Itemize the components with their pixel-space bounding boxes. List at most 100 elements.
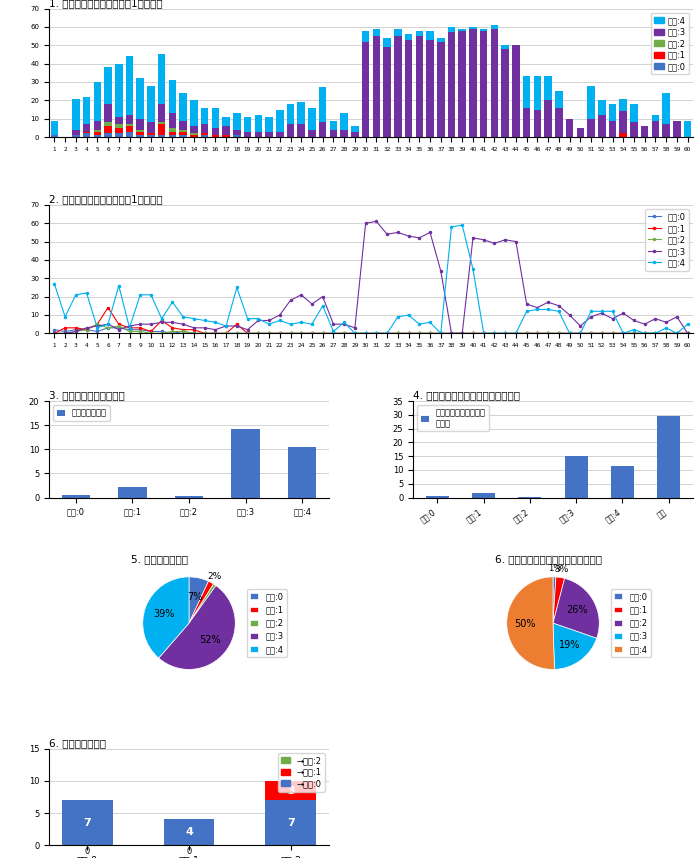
Bar (319, 123, 326, 137)
Bar (340, 130, 348, 137)
Bar (136, 130, 144, 131)
Bar (158, 123, 165, 124)
Bar (255, 131, 262, 137)
Bar (533, 76, 541, 110)
Bar (190, 136, 197, 137)
Bar (179, 93, 187, 120)
Bar (340, 113, 348, 130)
Bar (118, 486, 146, 498)
Bar (565, 456, 588, 498)
Bar (115, 128, 122, 133)
Text: 3%: 3% (554, 565, 569, 574)
Bar (232, 429, 260, 498)
Bar (384, 38, 391, 47)
Bar (158, 124, 165, 136)
Bar (480, 29, 487, 31)
Bar (416, 36, 423, 137)
Text: 6. クラスタリング: 6. クラスタリング (49, 738, 106, 748)
Bar (136, 136, 144, 137)
Bar (545, 100, 552, 137)
Bar (330, 130, 337, 137)
Bar (620, 99, 627, 112)
話者:0 (50, 324, 59, 335)
話者:3 (683, 329, 692, 339)
Bar (362, 31, 370, 42)
Text: 1. 話者別発話区間長推移（1分間隔）: 1. 話者別発話区間長推移（1分間隔） (49, 0, 162, 8)
Bar (233, 113, 241, 130)
Bar (609, 120, 616, 137)
Text: 0: 0 (186, 847, 192, 856)
話者:2 (168, 326, 176, 336)
Bar (265, 801, 316, 845)
Bar (319, 88, 326, 123)
話者:4 (683, 319, 692, 329)
Bar (426, 31, 434, 39)
話者:2 (222, 329, 230, 339)
Bar (652, 115, 659, 120)
Bar (83, 97, 90, 124)
話者:4 (351, 329, 359, 339)
Bar (426, 39, 434, 137)
Bar (287, 124, 294, 137)
Bar (662, 93, 670, 124)
Bar (62, 494, 90, 498)
Bar (83, 124, 90, 131)
Bar (641, 126, 648, 137)
Text: 7: 7 (287, 818, 295, 828)
Bar (201, 124, 209, 133)
Bar (169, 80, 176, 113)
Bar (630, 123, 638, 137)
話者:1 (222, 329, 230, 339)
Bar (164, 819, 214, 845)
Bar (684, 120, 692, 137)
話者:4 (458, 220, 466, 230)
Text: 6. 話者別発話区間比率（無言含む）: 6. 話者別発話区間比率（無言含む） (495, 554, 602, 565)
話者:1 (104, 303, 112, 313)
Bar (472, 492, 495, 498)
Bar (405, 34, 412, 39)
Bar (491, 29, 498, 137)
話者:3 (158, 317, 166, 328)
Bar (555, 108, 563, 137)
話者:0 (232, 329, 241, 339)
Text: 1%: 1% (548, 564, 561, 573)
Bar (115, 117, 122, 124)
Bar (147, 133, 155, 136)
話者:4 (211, 317, 220, 328)
話者:2 (458, 329, 466, 339)
Bar (609, 104, 616, 120)
Legend: 話者:0, 話者:1, 話者:2, 話者:3, 話者:4: 話者:0, 話者:1, 話者:2, 話者:3, 話者:4 (645, 209, 689, 271)
Bar (223, 136, 230, 137)
Bar (179, 120, 187, 130)
Bar (673, 120, 680, 137)
Bar (169, 131, 176, 136)
Bar (94, 131, 101, 136)
Bar (233, 136, 241, 137)
話者:3 (458, 329, 466, 339)
Bar (126, 124, 133, 126)
Bar (72, 130, 80, 136)
Bar (211, 136, 219, 137)
話者:1 (683, 329, 692, 339)
Bar (458, 31, 466, 137)
Wedge shape (189, 584, 216, 623)
Bar (94, 130, 101, 131)
Bar (201, 136, 209, 137)
Bar (50, 120, 58, 136)
Bar (126, 126, 133, 131)
Bar (555, 91, 563, 108)
Wedge shape (553, 577, 565, 623)
Bar (136, 118, 144, 130)
Text: 7: 7 (83, 818, 91, 828)
Bar (657, 416, 680, 498)
Bar (190, 100, 197, 126)
Wedge shape (507, 577, 554, 669)
Bar (491, 25, 498, 29)
Bar (94, 120, 101, 130)
Legend: 話者:0, 話者:1, 話者:2, 話者:3, 話者:4: 話者:0, 話者:1, 話者:2, 話者:3, 話者:4 (611, 589, 650, 657)
話者:3 (211, 324, 220, 335)
話者:2 (276, 329, 284, 339)
Bar (394, 29, 402, 36)
Bar (244, 117, 251, 131)
Bar (469, 29, 477, 137)
